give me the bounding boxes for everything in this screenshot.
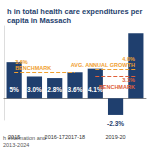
svg-text:BENCHMARK: BENCHMARK <box>99 84 135 90</box>
svg-text:-2.3%: -2.3% <box>107 120 124 127</box>
svg-text:3.6%: 3.6% <box>15 59 28 65</box>
svg-text:2019-20: 2019-20 <box>105 134 125 140</box>
svg-text:4.0%: 4.0% <box>122 56 135 62</box>
svg-text:h in total health care expendi: h in total health care expenditures per <box>7 7 145 16</box>
svg-text:3.1%: 3.1% <box>122 77 135 83</box>
svg-text:h Information and: h Information and <box>3 135 46 141</box>
svg-text:5%: 5% <box>9 86 19 93</box>
svg-text:2017-18: 2017-18 <box>65 134 85 140</box>
svg-text:3.0%: 3.0% <box>27 86 42 93</box>
svg-text:capita in Massach: capita in Massach <box>7 16 72 25</box>
svg-text:2.8%: 2.8% <box>47 86 62 93</box>
svg-text:AVG. ANNUAL GROWTH: AVG. ANNUAL GROWTH <box>71 62 135 68</box>
svg-text:4.1%: 4.1% <box>87 86 103 94</box>
svg-text:2015: 2015 <box>8 134 20 140</box>
svg-text:3.6%: 3.6% <box>68 86 83 93</box>
svg-text:BENCHMARK: BENCHMARK <box>15 65 51 71</box>
svg-text:2016-17: 2016-17 <box>45 134 65 140</box>
svg-text:2013-2024: 2013-2024 <box>3 142 29 148</box>
